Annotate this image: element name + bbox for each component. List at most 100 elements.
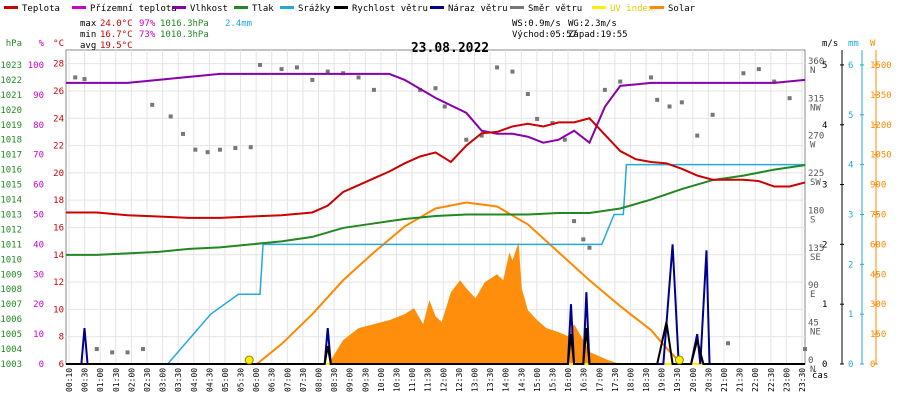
y-tick-label: 4 xyxy=(848,161,853,171)
y-tick-label: 40 xyxy=(33,240,44,250)
wind-direction-point xyxy=(803,347,807,352)
y-tick-label: 2 xyxy=(822,240,827,250)
legend-label: Směr větru xyxy=(528,4,582,14)
y-tick-label: 1500 xyxy=(870,61,892,71)
legend-label: Srážky xyxy=(298,4,331,14)
y-tick-label: 30 xyxy=(33,270,44,280)
wind-ws: WS:0.9m/s xyxy=(512,19,561,29)
y-tick-label: 900 xyxy=(870,181,886,191)
y-tick-label: N xyxy=(810,365,815,375)
x-tick-label: 08:30 xyxy=(330,368,339,392)
x-tick-label: 13:00 xyxy=(470,368,479,392)
x-tick-label: 23:00 xyxy=(782,368,791,392)
stats-block: max 24.0°C 97% 1016.3hPa 2.4mm min 16.7°… xyxy=(80,19,252,51)
y-tick-label: 20 xyxy=(53,169,64,179)
y-tick-label: SW xyxy=(810,178,821,188)
y-tick-label: 360 xyxy=(808,57,824,67)
x-tick-label: 16:30 xyxy=(580,368,589,392)
legend-label: Náraz větru xyxy=(448,4,508,14)
y-tick-label: 18 xyxy=(53,196,64,206)
x-tick-label: 21:30 xyxy=(736,368,745,392)
sunrise-marker xyxy=(244,355,254,365)
y-tick-label: 24 xyxy=(53,114,64,124)
y-tick-label: 0 xyxy=(39,360,44,370)
x-tick-label: 17:30 xyxy=(611,368,620,392)
y-tick-label: 1011 xyxy=(0,240,22,250)
x-tick-label: 19:30 xyxy=(673,368,682,392)
y-tick-label: 20 xyxy=(33,300,44,310)
axis-unit-label: °C xyxy=(53,39,64,49)
y-tick-label: 3 xyxy=(822,181,827,191)
wind-direction-point xyxy=(294,65,299,70)
y-tick-label: N xyxy=(810,66,815,76)
sunset-marker xyxy=(674,355,684,365)
y-tick-label: 1200 xyxy=(870,121,892,131)
wind-direction-point xyxy=(310,77,315,82)
y-tick-label: 0 xyxy=(822,360,827,370)
x-tick-label: 14:00 xyxy=(502,368,511,392)
x-tick-label: 18:30 xyxy=(642,368,651,392)
x-tick-label: 07:00 xyxy=(283,368,292,392)
y-tick-label: 5 xyxy=(848,111,853,121)
x-tick-label: 05:30 xyxy=(237,368,246,392)
wind-info-block: WS:0.9m/s WG:2.3m/s Východ:05:57 Západ:1… xyxy=(512,19,628,40)
wind-direction-point xyxy=(325,69,330,74)
y-tick-label: 1020 xyxy=(0,106,22,116)
wind-direction-point xyxy=(82,77,87,82)
legend-label: Solar xyxy=(668,4,696,14)
wind-direction-point xyxy=(587,245,592,250)
y-tick-label: 600 xyxy=(870,240,886,250)
y-tick-label: 180 xyxy=(808,206,824,216)
y-tick-label: 1007 xyxy=(0,300,22,310)
y-tick-label: NW xyxy=(810,103,821,113)
y-tick-label: 45 xyxy=(808,319,819,329)
y-tick-label: 12 xyxy=(53,278,64,288)
stat-min-temp: 16.7°C xyxy=(100,30,133,40)
y-tick-label: 1021 xyxy=(0,91,22,101)
x-tick-label: 16:00 xyxy=(564,368,573,392)
axis-unit-label: hPa xyxy=(6,39,22,49)
wind-direction-point xyxy=(562,137,567,142)
axis-unit-label: % xyxy=(39,39,45,49)
y-tick-label: 135 xyxy=(808,244,824,254)
wind-direction-point xyxy=(510,69,515,74)
y-tick-label: 60 xyxy=(33,181,44,191)
y-tick-label: 22 xyxy=(53,142,64,152)
wind-direction-point xyxy=(233,146,238,151)
wind-direction-point xyxy=(726,341,731,346)
y-tick-label: 1022 xyxy=(0,76,22,86)
x-tick-label: 09:00 xyxy=(346,368,355,392)
stat-max-rain: 2.4mm xyxy=(225,19,252,29)
y-tick-label: 14 xyxy=(53,251,64,261)
y-tick-label: 28 xyxy=(53,60,64,70)
y-tick-label: W xyxy=(810,141,816,151)
y-tick-label: 16 xyxy=(53,223,64,233)
stat-max-hum: 97% xyxy=(139,19,156,29)
wind-direction-point xyxy=(535,116,540,121)
y-tick-label: 1004 xyxy=(0,345,22,355)
x-tick-label: 04:00 xyxy=(190,368,199,392)
y-tick-label: 90 xyxy=(808,281,819,291)
x-tick-label: 18:00 xyxy=(626,368,635,392)
wind-direction-point xyxy=(94,347,99,352)
y-tick-label: 1009 xyxy=(0,270,22,280)
x-tick-label: 01:30 xyxy=(112,368,121,392)
x-ticks: 00:10 00:30 01:00 01:30 02:00 02:30 03:00 03:30… xyxy=(65,368,807,392)
wind-direction-point xyxy=(581,237,586,242)
wind-direction-point xyxy=(257,62,262,67)
wind-direction-point xyxy=(150,102,155,107)
y-tick-label: 0 xyxy=(808,356,813,366)
y-tick-label: 3 xyxy=(848,210,853,220)
x-tick-label: 02:00 xyxy=(127,368,136,392)
stat-min-label: min xyxy=(80,30,96,40)
x-tick-label: 15:30 xyxy=(548,368,557,392)
series xyxy=(66,62,807,365)
y-tick-label: E xyxy=(810,290,815,300)
y-tick-label: 100 xyxy=(28,61,44,71)
stat-max-temp: 24.0°C xyxy=(100,19,133,29)
x-tick-label: 10:00 xyxy=(377,368,386,392)
legend-swatch xyxy=(72,6,86,9)
y-tick-label: 300 xyxy=(870,300,886,310)
wind-direction-point xyxy=(193,147,198,152)
y-tick-label: 5 xyxy=(822,61,827,71)
